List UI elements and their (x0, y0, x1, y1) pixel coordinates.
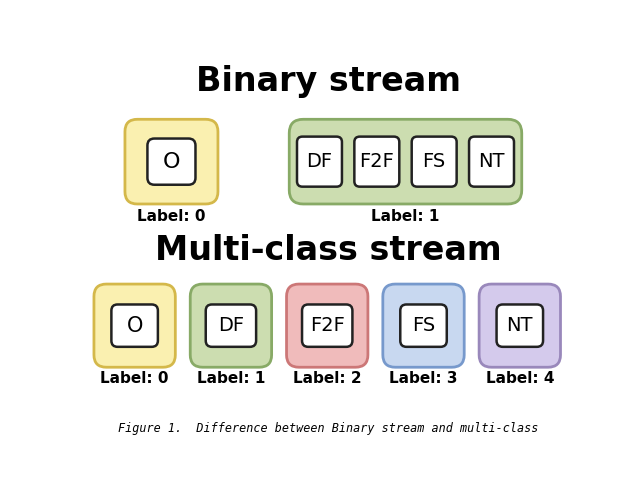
FancyBboxPatch shape (94, 284, 175, 367)
Text: Figure 1.  Difference between Binary stream and multi-class: Figure 1. Difference between Binary stre… (118, 422, 538, 434)
Text: Multi-class stream: Multi-class stream (155, 234, 501, 268)
Text: O: O (163, 152, 180, 172)
Text: Label: 4: Label: 4 (486, 370, 554, 386)
Text: Label: 1: Label: 1 (371, 209, 440, 224)
Text: Label: 3: Label: 3 (389, 370, 458, 386)
Text: DF: DF (307, 152, 333, 171)
FancyBboxPatch shape (469, 136, 514, 186)
FancyBboxPatch shape (289, 120, 522, 204)
FancyBboxPatch shape (205, 304, 256, 347)
Text: F2F: F2F (360, 152, 394, 171)
Text: DF: DF (218, 316, 244, 335)
Text: NT: NT (507, 316, 533, 335)
FancyBboxPatch shape (497, 304, 543, 347)
Text: Label: 2: Label: 2 (293, 370, 362, 386)
FancyBboxPatch shape (355, 136, 399, 186)
Text: Label: 0: Label: 0 (100, 370, 169, 386)
FancyBboxPatch shape (400, 304, 447, 347)
Text: O: O (127, 316, 143, 336)
Text: FS: FS (412, 316, 435, 335)
FancyBboxPatch shape (383, 284, 464, 367)
FancyBboxPatch shape (297, 136, 342, 186)
Text: F2F: F2F (310, 316, 345, 335)
Text: Binary stream: Binary stream (195, 65, 461, 98)
FancyBboxPatch shape (287, 284, 368, 367)
FancyBboxPatch shape (111, 304, 158, 347)
Text: NT: NT (478, 152, 505, 171)
FancyBboxPatch shape (147, 138, 195, 184)
Text: FS: FS (422, 152, 446, 171)
Text: Label: 1: Label: 1 (196, 370, 265, 386)
Text: Label: 0: Label: 0 (137, 209, 205, 224)
FancyBboxPatch shape (412, 136, 457, 186)
FancyBboxPatch shape (479, 284, 561, 367)
FancyBboxPatch shape (190, 284, 271, 367)
FancyBboxPatch shape (302, 304, 353, 347)
FancyBboxPatch shape (125, 120, 218, 204)
